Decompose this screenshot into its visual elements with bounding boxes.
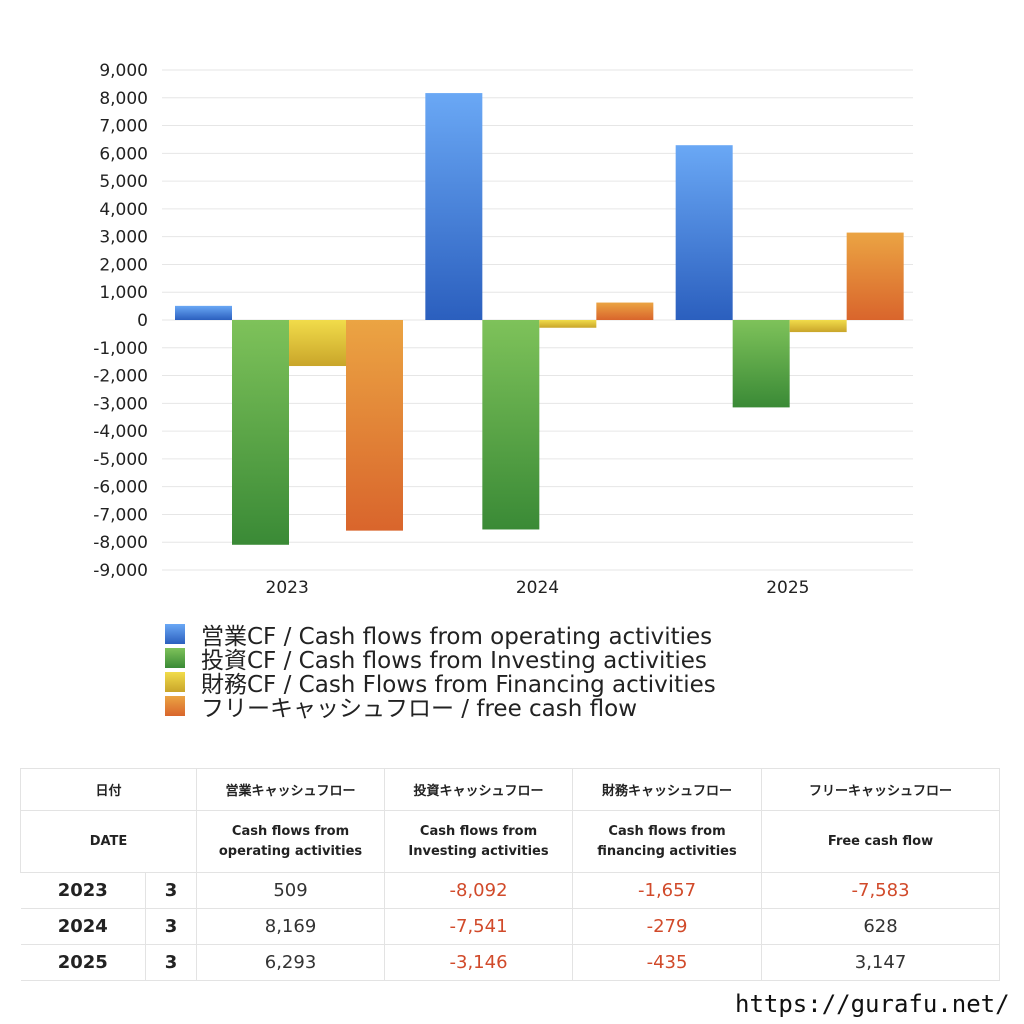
y-tick-label: 1,000 bbox=[99, 283, 148, 303]
x-tick-label: 2024 bbox=[516, 578, 559, 598]
table-row: 2024 3 8,169 -7,541 -279 628 bbox=[20, 908, 1001, 945]
cell-investing: -3,146 bbox=[384, 944, 574, 981]
header-financing-en: Cash flows from financing activities bbox=[572, 810, 763, 873]
header-investing-en: Cash flows from Investing activities bbox=[384, 810, 574, 873]
header-operating-jp: 営業キャッシュフロー bbox=[196, 768, 386, 811]
y-axis-ticks: 9,000 8,000 7,000 6,000 5,000 4,000 3,000 2,000… bbox=[93, 61, 148, 581]
header-free-cash-flow-en-line2: Free cash flow bbox=[827, 833, 934, 849]
cell-financing: -435 bbox=[572, 944, 763, 981]
y-tick-label: -1,000 bbox=[93, 339, 148, 359]
header-operating-en-line1: Cash flows from bbox=[231, 823, 350, 839]
header-operating-en: Cash flows from operating activities bbox=[196, 810, 386, 873]
y-tick-label: -2,000 bbox=[93, 367, 148, 387]
legend-label-free-cash-flow: フリーキャッシュフロー / free cash flow bbox=[201, 696, 638, 722]
cell-free-cash-flow: 3,147 bbox=[761, 944, 1001, 981]
y-tick-label: 6,000 bbox=[99, 144, 148, 164]
y-tick-label: -7,000 bbox=[93, 505, 148, 525]
legend-swatch-investing bbox=[165, 648, 185, 668]
header-operating-en-line2: operating activities bbox=[218, 843, 363, 859]
cell-investing: -8,092 bbox=[384, 872, 574, 909]
header-date-en: DATE bbox=[19, 810, 198, 873]
bar-free-cash-flow-2023 bbox=[346, 320, 403, 531]
y-tick-label: -4,000 bbox=[93, 422, 148, 442]
table-header-en: DATE Cash flows from operating activities… bbox=[19, 810, 1001, 873]
header-financing-en-line2: financing activities bbox=[597, 843, 737, 859]
bar-operating-2024 bbox=[425, 93, 483, 320]
bar-free-cash-flow-2025 bbox=[846, 232, 904, 320]
cell-operating: 509 bbox=[196, 872, 386, 909]
table-row: 2023 3 509 -8,092 -1,657 -7,583 bbox=[20, 872, 1001, 909]
header-free-cash-flow-en: Free cash flow bbox=[761, 810, 1001, 873]
cash-flow-table: 日付 営業キャッシュフロー 投資キャッシュフロー 財務キャッシュフロー フリーキ… bbox=[19, 768, 1001, 981]
bar-investing-2025 bbox=[732, 320, 790, 408]
legend-label-financing: 財務CF / Cash Flows from Financing activit… bbox=[201, 672, 716, 698]
row-year: 2025 bbox=[20, 944, 146, 981]
cash-flow-bar-chart: 9,000 8,000 7,000 6,000 5,000 4,000 3,000 2,000… bbox=[93, 61, 913, 598]
row-year: 2024 bbox=[20, 908, 146, 945]
cell-financing: -1,657 bbox=[572, 872, 763, 909]
row-month: 3 bbox=[144, 872, 198, 909]
bar-investing-2024 bbox=[482, 320, 540, 530]
y-tick-label: 4,000 bbox=[99, 200, 148, 220]
y-tick-label: 7,000 bbox=[99, 117, 148, 137]
x-tick-label: 2023 bbox=[266, 578, 309, 598]
header-investing-en-line2: Investing activities bbox=[408, 843, 549, 859]
cell-operating: 6,293 bbox=[196, 944, 386, 981]
row-year: 2023 bbox=[20, 872, 146, 909]
legend-swatch-free-cash-flow bbox=[165, 696, 185, 716]
bar-financing-2023 bbox=[289, 320, 346, 367]
y-tick-label: -6,000 bbox=[93, 478, 148, 498]
legend-label-operating: 営業CF / Cash flows from operating activit… bbox=[201, 624, 713, 650]
y-tick-label: -3,000 bbox=[93, 394, 148, 414]
cell-free-cash-flow: 628 bbox=[761, 908, 1001, 945]
bar-investing-2023 bbox=[232, 320, 289, 545]
y-tick-label: 5,000 bbox=[99, 172, 148, 192]
row-month: 3 bbox=[144, 908, 198, 945]
header-financing-en-line1: Cash flows from bbox=[608, 823, 726, 839]
header-date-jp: 日付 bbox=[19, 768, 198, 811]
bar-financing-2024 bbox=[539, 320, 597, 328]
bar-operating-2023 bbox=[175, 305, 232, 320]
legend-swatch-operating bbox=[165, 624, 185, 644]
header-free-cash-flow-jp: フリーキャッシュフロー bbox=[761, 768, 1001, 811]
y-tick-label: 3,000 bbox=[99, 228, 148, 248]
chart-legend: 営業CF / Cash flows from operating activit… bbox=[165, 622, 716, 722]
site-url: https://gurafu.net/ bbox=[735, 990, 1010, 1018]
x-axis-ticks: 2023 2024 2025 bbox=[266, 578, 810, 598]
cell-operating: 8,169 bbox=[196, 908, 386, 945]
legend-item-financing: 財務CF / Cash Flows from Financing activit… bbox=[165, 670, 716, 698]
y-tick-label: 2,000 bbox=[99, 255, 148, 275]
bar-financing-2025 bbox=[789, 320, 847, 333]
header-financing-jp: 財務キャッシュフロー bbox=[572, 768, 763, 811]
legend-label-investing: 投資CF / Cash flows from Investing activit… bbox=[201, 648, 707, 674]
y-tick-label: -9,000 bbox=[93, 561, 148, 581]
table-header-jp: 日付 営業キャッシュフロー 投資キャッシュフロー 財務キャッシュフロー フリーキ… bbox=[19, 768, 1001, 811]
header-investing-en-line1: Cash flows from bbox=[419, 823, 538, 839]
x-tick-label: 2025 bbox=[766, 578, 809, 598]
y-tick-label: -5,000 bbox=[93, 450, 148, 470]
bars bbox=[175, 93, 904, 545]
bar-operating-2025 bbox=[675, 145, 733, 320]
cell-free-cash-flow: -7,583 bbox=[761, 872, 1001, 909]
y-tick-label: 8,000 bbox=[99, 89, 148, 109]
y-tick-label: 0 bbox=[137, 311, 148, 331]
table-row: 2025 3 6,293 -3,146 -435 3,147 bbox=[20, 944, 1001, 981]
legend-item-operating: 営業CF / Cash flows from operating activit… bbox=[165, 622, 716, 650]
bar-free-cash-flow-2024 bbox=[596, 302, 654, 320]
legend-swatch-financing bbox=[165, 672, 185, 692]
row-month: 3 bbox=[144, 944, 198, 981]
legend-item-investing: 投資CF / Cash flows from Investing activit… bbox=[165, 646, 716, 674]
header-investing-jp: 投資キャッシュフロー bbox=[384, 768, 574, 811]
y-tick-label: -8,000 bbox=[93, 533, 148, 553]
cell-investing: -7,541 bbox=[384, 908, 574, 945]
y-tick-label: 9,000 bbox=[99, 61, 148, 81]
legend-item-free-cash-flow: フリーキャッシュフロー / free cash flow bbox=[165, 694, 716, 722]
cell-financing: -279 bbox=[572, 908, 763, 945]
